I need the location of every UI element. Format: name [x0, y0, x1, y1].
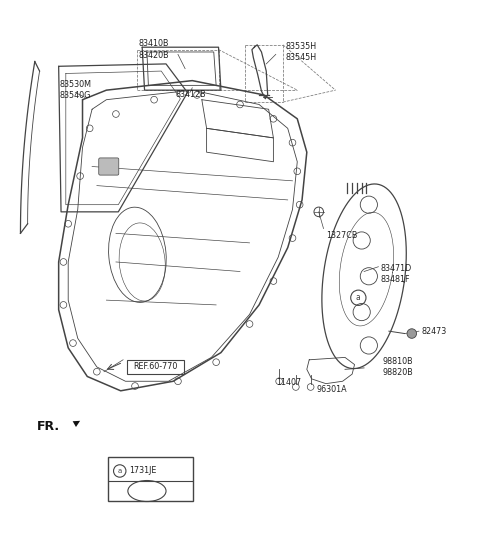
Text: 82473: 82473: [421, 327, 446, 336]
Text: 1327CB: 1327CB: [326, 231, 357, 240]
Text: 1731JE: 1731JE: [129, 466, 156, 476]
Text: 83412B: 83412B: [176, 91, 206, 99]
Text: 11407: 11407: [276, 378, 301, 387]
FancyBboxPatch shape: [99, 158, 119, 175]
Text: 98810B
98820B: 98810B 98820B: [382, 357, 413, 377]
Text: 83535H
83545H: 83535H 83545H: [285, 42, 316, 62]
Text: 96301A: 96301A: [316, 385, 347, 394]
Text: FR.: FR.: [37, 420, 60, 433]
Text: 83471D
83481F: 83471D 83481F: [381, 264, 412, 284]
Text: REF.60-770: REF.60-770: [133, 362, 177, 371]
Text: a: a: [118, 468, 122, 474]
Circle shape: [407, 329, 417, 338]
Text: 83530M
83540G: 83530M 83540G: [60, 80, 91, 100]
Text: 83410B
83420B: 83410B 83420B: [139, 39, 169, 60]
Text: a: a: [356, 293, 361, 302]
